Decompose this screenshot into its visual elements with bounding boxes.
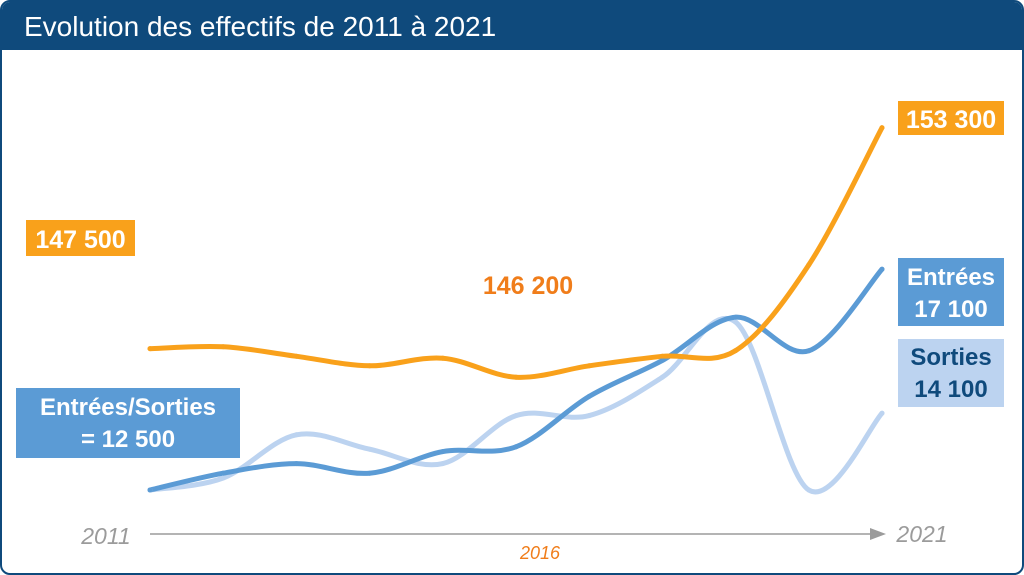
axis-label-mid: 2016 xyxy=(519,543,561,563)
data-point-entrees-2015 xyxy=(440,449,446,455)
data-point-sorties-2016 xyxy=(513,413,519,419)
page-title: Evolution des effectifs de 2011 à 2021 xyxy=(24,11,497,42)
data-point-sorties-2014 xyxy=(367,446,373,452)
data-point-effectifs-2012 xyxy=(220,344,226,350)
label-box-effectifs-end xyxy=(898,101,1004,135)
label-effectifs-end: 153 300 xyxy=(906,106,996,134)
data-point-sorties-2020 xyxy=(806,487,812,493)
label-box-entrees-sorties-start xyxy=(16,388,240,458)
data-point-effectifs-2013 xyxy=(293,353,299,359)
label-box-effectifs-start xyxy=(26,220,135,256)
data-point-sorties-2018 xyxy=(659,374,665,380)
data-point-entrees-2019 xyxy=(733,314,739,320)
data-point-sorties-2021 xyxy=(879,410,885,416)
data-point-sorties-2017 xyxy=(586,413,592,419)
series-line-sorties xyxy=(147,315,885,495)
data-point-entrees-2014 xyxy=(367,470,373,476)
data-point-sorties-2015 xyxy=(440,461,446,467)
data-point-effectifs-2021 xyxy=(879,125,885,131)
label-effectifs-min: 146 200 xyxy=(483,272,573,300)
label-box-entrees-end xyxy=(898,258,1004,326)
data-point-effectifs-2018 xyxy=(659,353,665,359)
axis-label-end: 2021 xyxy=(895,521,947,547)
label-entrees-line2: 17 100 xyxy=(914,296,987,323)
axis-label-start: 2011 xyxy=(80,523,130,549)
data-point-entrees-2017 xyxy=(586,393,592,399)
data-point-sorties-2013 xyxy=(293,432,299,438)
label-sorties-line2: 14 100 xyxy=(914,376,987,403)
label-entrees-line1: Entrées xyxy=(907,264,995,291)
data-point-entrees-2021 xyxy=(879,266,885,272)
label-entrees-sorties-line2: = 12 500 xyxy=(81,426,175,453)
data-point-effectifs-2015 xyxy=(440,355,446,361)
data-point-effectifs-2014 xyxy=(367,363,373,369)
label-sorties-line1: Sorties xyxy=(910,344,991,371)
data-point-effectifs-2020 xyxy=(806,262,812,268)
label-effectifs-start: 147 500 xyxy=(35,226,125,254)
label-box-sorties-end xyxy=(898,339,1004,407)
time-axis-arrowhead xyxy=(870,528,886,540)
series-line-entrees xyxy=(147,266,885,493)
data-point-sorties-2019 xyxy=(733,319,739,325)
data-point-effectifs-2019 xyxy=(733,348,739,354)
data-point-entrees-2018 xyxy=(659,357,665,363)
data-point-entrees-2013 xyxy=(293,461,299,467)
data-point-entrees-2012 xyxy=(220,470,226,476)
data-point-effectifs-2011 xyxy=(147,346,153,352)
data-point-entrees-2016 xyxy=(513,444,519,450)
label-entrees-sorties-line1: Entrées/Sorties xyxy=(40,394,216,421)
data-point-effectifs-2016 xyxy=(513,374,519,380)
title-bar: Evolution des effectifs de 2011 à 2021 xyxy=(2,2,1022,50)
data-point-sorties-2012 xyxy=(220,475,226,481)
data-point-entrees-2011 xyxy=(147,487,153,493)
data-point-entrees-2020 xyxy=(806,348,812,354)
series-line-effectifs xyxy=(147,125,885,380)
data-point-effectifs-2017 xyxy=(586,363,592,369)
